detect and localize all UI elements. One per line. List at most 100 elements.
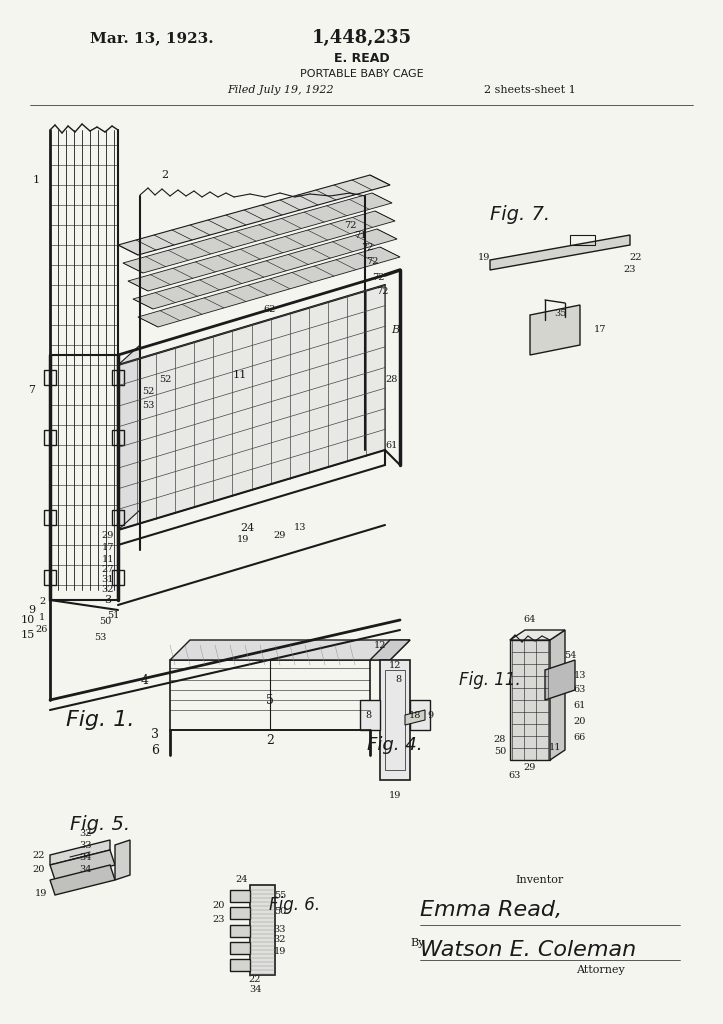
Text: Fig. 6.: Fig. 6. xyxy=(270,896,320,914)
Text: 71: 71 xyxy=(354,230,367,240)
Text: 22: 22 xyxy=(630,254,642,262)
Text: Filed July 19, 1922: Filed July 19, 1922 xyxy=(227,85,333,95)
Bar xyxy=(385,670,405,770)
Text: 33: 33 xyxy=(274,925,286,934)
Text: 12: 12 xyxy=(374,640,386,649)
Text: 28: 28 xyxy=(386,376,398,384)
Polygon shape xyxy=(550,630,565,760)
Polygon shape xyxy=(50,840,110,865)
Text: 72: 72 xyxy=(376,288,388,297)
Bar xyxy=(44,370,56,385)
Text: 32: 32 xyxy=(274,936,286,944)
Text: 29: 29 xyxy=(523,764,536,772)
Text: 24: 24 xyxy=(236,876,248,885)
Text: 13: 13 xyxy=(294,523,307,532)
Text: Fig. 5.: Fig. 5. xyxy=(70,815,130,835)
Text: 50: 50 xyxy=(274,907,286,916)
Text: 2: 2 xyxy=(39,597,45,606)
Polygon shape xyxy=(510,640,550,760)
Text: 29: 29 xyxy=(274,531,286,541)
Text: 11: 11 xyxy=(102,555,114,564)
Bar xyxy=(112,510,124,525)
Text: E. READ: E. READ xyxy=(334,51,390,65)
Text: 8: 8 xyxy=(365,711,371,720)
Text: 9: 9 xyxy=(28,605,35,615)
Text: 6: 6 xyxy=(151,743,159,757)
Bar xyxy=(570,234,595,245)
Bar xyxy=(230,942,250,954)
Text: 22: 22 xyxy=(33,851,45,859)
Text: 2 sheets-sheet 1: 2 sheets-sheet 1 xyxy=(484,85,576,95)
Text: 18: 18 xyxy=(408,711,422,720)
Polygon shape xyxy=(128,211,395,291)
Text: 13: 13 xyxy=(574,671,586,680)
Text: Inventor: Inventor xyxy=(516,874,564,885)
Text: 62: 62 xyxy=(264,305,276,314)
Text: 33: 33 xyxy=(79,841,91,850)
Text: 72: 72 xyxy=(343,220,356,229)
Text: 19: 19 xyxy=(389,791,401,800)
Text: 64: 64 xyxy=(523,615,536,625)
Text: 3: 3 xyxy=(151,728,159,741)
Text: 52: 52 xyxy=(142,387,154,396)
Text: 1,448,235: 1,448,235 xyxy=(312,29,412,47)
Polygon shape xyxy=(545,660,575,700)
Text: 4: 4 xyxy=(141,674,149,686)
Text: 11: 11 xyxy=(233,370,247,380)
Polygon shape xyxy=(138,247,400,327)
Text: 10: 10 xyxy=(21,615,35,625)
Text: 34: 34 xyxy=(79,865,91,874)
Text: 34: 34 xyxy=(249,985,261,994)
Polygon shape xyxy=(510,630,565,640)
Text: 72: 72 xyxy=(366,257,378,266)
Text: Emma Read,: Emma Read, xyxy=(420,900,562,920)
Text: 23: 23 xyxy=(213,915,225,925)
Text: 12: 12 xyxy=(389,660,401,670)
Text: 20: 20 xyxy=(574,718,586,726)
Text: 19: 19 xyxy=(478,254,490,262)
Bar xyxy=(230,925,250,937)
Text: 54: 54 xyxy=(564,650,576,659)
Text: 1: 1 xyxy=(33,175,40,185)
Text: 26: 26 xyxy=(36,626,48,635)
Bar xyxy=(230,907,250,919)
Text: 7: 7 xyxy=(28,385,35,395)
Text: PORTABLE BABY CAGE: PORTABLE BABY CAGE xyxy=(300,69,424,79)
Text: 24: 24 xyxy=(240,523,254,534)
Bar xyxy=(360,700,380,730)
Text: 15: 15 xyxy=(21,630,35,640)
Bar xyxy=(250,885,275,975)
Text: 50: 50 xyxy=(494,748,506,757)
Bar xyxy=(410,700,430,730)
Text: 66: 66 xyxy=(574,732,586,741)
Text: Watson E. Coleman: Watson E. Coleman xyxy=(420,940,636,961)
Polygon shape xyxy=(115,840,130,880)
Bar xyxy=(44,510,56,525)
Bar xyxy=(44,430,56,445)
Text: 27: 27 xyxy=(102,565,114,574)
Text: 11: 11 xyxy=(549,743,561,753)
Text: 72: 72 xyxy=(361,244,373,253)
Text: Fig. 11.: Fig. 11. xyxy=(459,671,521,689)
Bar xyxy=(44,570,56,585)
Text: 2: 2 xyxy=(266,733,274,746)
Polygon shape xyxy=(118,345,140,530)
Text: 53: 53 xyxy=(94,634,106,642)
Bar xyxy=(170,660,370,730)
Polygon shape xyxy=(118,285,385,530)
Polygon shape xyxy=(133,229,397,309)
Text: 61: 61 xyxy=(574,700,586,710)
Text: 28: 28 xyxy=(494,735,506,744)
Text: 63: 63 xyxy=(509,770,521,779)
Text: Attorney: Attorney xyxy=(576,965,625,975)
Text: 34: 34 xyxy=(79,853,91,861)
Text: 9: 9 xyxy=(427,711,433,720)
Polygon shape xyxy=(50,865,115,895)
Text: Fig. 1.: Fig. 1. xyxy=(66,710,134,730)
Text: 17: 17 xyxy=(102,544,114,553)
Polygon shape xyxy=(123,193,392,273)
Text: 55: 55 xyxy=(274,891,286,899)
Text: 22: 22 xyxy=(249,976,261,984)
Text: 50: 50 xyxy=(99,617,111,627)
Text: B: B xyxy=(391,325,399,335)
